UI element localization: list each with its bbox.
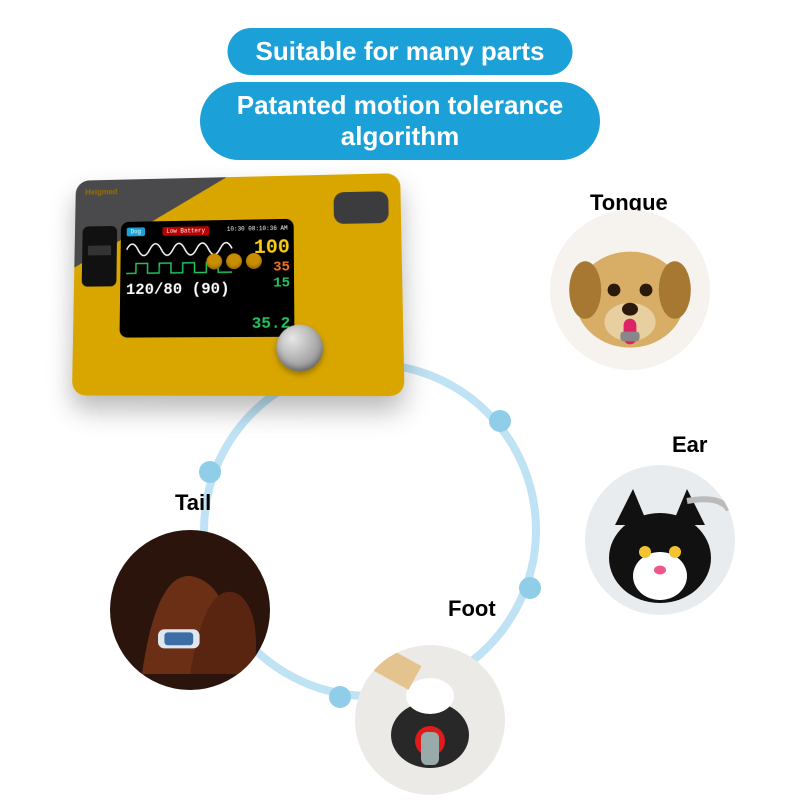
label-ear: Ear [672,432,707,458]
ring-node-2 [329,686,351,708]
dog-icon [550,210,710,370]
photo-ear [585,465,735,615]
paw-sensor-icon [355,645,505,795]
screen-mode: Dog [127,227,145,236]
screen-time: 10:30 08:10:36 AM [227,225,288,235]
tail-sensor-icon [110,530,270,690]
device-brand: Heigmed [85,187,117,196]
device-printer-slot [82,226,118,287]
device-screen: Dog Low Battery 10:30 08:10:36 AM 100 35… [120,219,295,338]
photo-tail [110,530,270,690]
photo-tongue [550,210,710,370]
label-tail: Tail [175,490,211,516]
ring-node-3 [199,461,221,483]
device-handle [334,191,389,224]
header-pill-2: Patanted motion tolerance algorithm [200,82,600,160]
ring-node-1 [519,577,541,599]
temp-value: 15 [254,275,290,291]
bp-value: 120/80 (90) [126,280,230,299]
cat-ear-icon [585,465,735,615]
device-body: Heigmed Dog Low Battery 10:30 08:10:36 A… [72,173,405,396]
screen-battery-warn: Low Battery [162,226,209,236]
device-button-2[interactable] [226,253,242,269]
header-pill-1: Suitable for many parts [228,28,573,75]
device-rotary-knob[interactable] [276,324,323,371]
ring-node-0 [489,410,511,432]
label-foot: Foot [448,596,496,622]
photo-foot [355,645,505,795]
monitor-device: Heigmed Dog Low Battery 10:30 08:10:36 A… [72,173,405,396]
